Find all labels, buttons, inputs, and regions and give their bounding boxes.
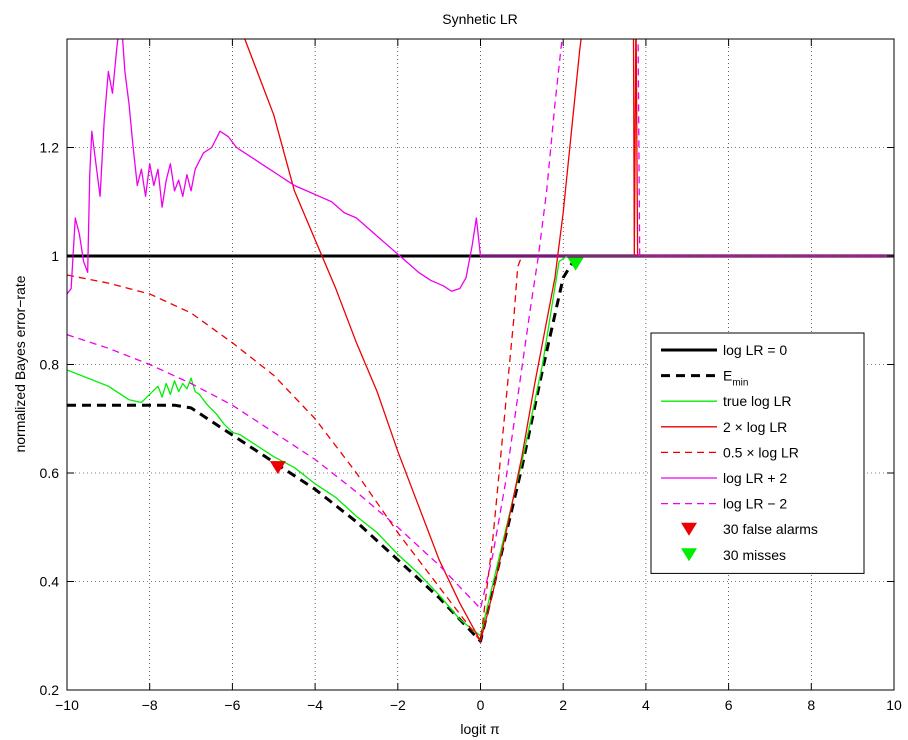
legend-label: 30 false alarms (723, 521, 818, 537)
legend-label: 2 × log LR (723, 419, 787, 435)
legend-label: log LR = 0 (723, 342, 787, 358)
legend-marker (681, 522, 697, 536)
x-tick-label: 2 (559, 697, 567, 713)
series-line-6 (67, 39, 894, 295)
grid-lines (67, 39, 894, 690)
x-tick-label: −8 (142, 697, 158, 713)
marker-1 (269, 461, 286, 475)
x-tick-label: 0 (477, 697, 485, 713)
marker-layer (269, 257, 584, 475)
x-tick-label: −4 (307, 697, 323, 713)
x-tick-label: −2 (390, 697, 406, 713)
legend-marker (681, 548, 697, 562)
series-layer (67, 39, 894, 643)
y-tick-label: 0.8 (40, 357, 60, 373)
legend-label: 30 misses (723, 547, 786, 563)
x-tick-label: 4 (642, 697, 650, 713)
axes (66, 38, 895, 691)
marker-2 (567, 257, 584, 271)
x-tick-label: 6 (725, 697, 733, 713)
legend-label: log LR − 2 (723, 496, 787, 512)
series-line-4 (244, 39, 894, 642)
y-axis-label: normalized Bayes error−rate (12, 275, 28, 452)
y-tick-label: 0.6 (40, 465, 60, 481)
y-tick-label: 0.2 (40, 682, 60, 698)
series-line-3 (67, 255, 894, 637)
y-tick-label: 0.4 (40, 574, 60, 590)
x-tick-label: 10 (886, 697, 902, 713)
x-tick-label: −6 (224, 697, 240, 713)
tick-labels: −10 −8 −6 −4 −2 0 2 4 6 8 10 0.2 0.4 0.6 0.8 1 1.2 (40, 140, 902, 714)
y-tick-label: 1 (51, 248, 59, 264)
legend-label: log LR + 2 (723, 470, 787, 486)
series-line-2 (67, 254, 894, 643)
series-line-5 (67, 255, 523, 642)
y-tick-label: 1.2 (40, 140, 60, 156)
legend-box (650, 332, 865, 574)
x-axis-label: logit π (460, 721, 500, 737)
legend-label: true log LR (723, 393, 791, 409)
x-tick-label: −10 (55, 697, 79, 713)
chart-title: Synhetic LR (442, 11, 517, 27)
legend-label: 0.5 × log LR (723, 444, 799, 460)
series-line-7 (67, 39, 894, 610)
x-tick-label: 8 (807, 697, 815, 713)
